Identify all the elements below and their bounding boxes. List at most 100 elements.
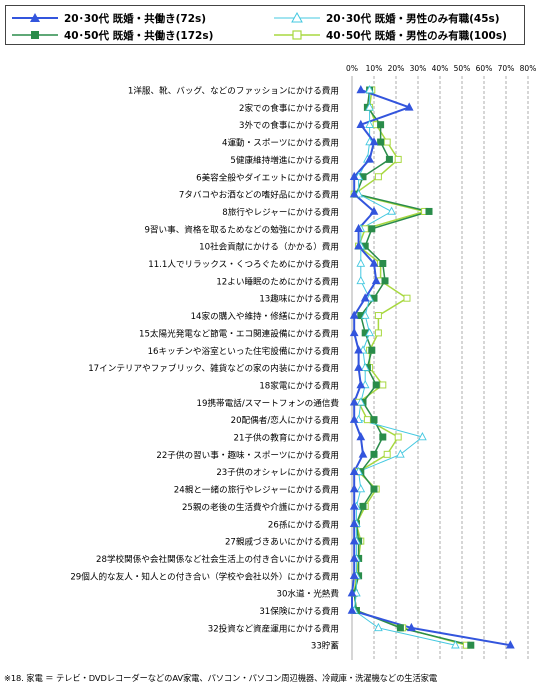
data-point-series-2 [360,362,370,371]
data-point-series-4 [374,173,382,181]
x-tick-label: 70% [498,64,515,73]
legend-label-4: 40･50代 既婚・男性のみ有職(100s) [326,29,507,42]
x-tick-label: 50% [454,64,471,73]
legend-label-3: 40･50代 既婚・共働き(172s) [64,29,214,42]
legend-item-1: 20･30代 既婚・共働き(72s) [12,10,206,26]
data-point-series-1 [349,553,359,562]
data-point-series-1 [349,466,359,475]
data-point-series-1 [404,102,414,111]
category-label: 27親戚づきあいにかける費用 [225,536,339,548]
category-label: 7タバコやお酒などの嗜好品にかける費用 [179,189,339,201]
data-point-series-1 [347,588,357,597]
data-point-series-2 [418,432,427,441]
footnote: ※18. 家電 ＝ テレビ・DVDレコーダーなどのAV家電、パソコン・パソコン周… [4,673,438,683]
data-point-series-1 [356,432,366,441]
data-point-series-3 [359,502,367,510]
data-point-series-1 [407,622,416,632]
data-point-series-3 [368,346,376,354]
data-point-series-1 [506,640,515,649]
data-point-series-2 [365,327,374,337]
data-point-series-1 [349,501,359,510]
category-label: 2家での食事にかける費用 [239,102,339,114]
data-point-series-1 [349,171,359,181]
legend-marker-1 [12,13,58,22]
data-point-series-1 [356,85,366,94]
category-label: 25親の老後の生活費や介護にかける費用 [182,501,339,513]
data-point-series-2 [360,310,370,319]
legend-label-1: 20･30代 既婚・共働き(72s) [64,12,207,25]
category-label: 33貯蓄 [311,640,340,652]
data-point-series-1 [349,518,359,527]
data-point-series-1 [358,449,368,458]
data-point-series-3 [379,260,387,267]
category-label: 3外での食事にかける費用 [239,119,339,131]
category-label: 15太陽光発電など節電・エコ関連設備にかける費用 [139,327,339,339]
data-point-series-1 [356,379,366,389]
data-point-series-3 [381,277,389,285]
category-label: 23子供のオシャレにかける費用 [216,466,339,478]
legend-item-4: 40･50代 既婚・男性のみ有職(100s) [274,27,507,43]
legend: 20･30代 既婚・共働き(72s) 20･30代 既婚・男性のみ有職(45s)… [5,5,525,45]
data-point-series-3 [377,138,385,146]
data-point-series-4 [374,312,382,320]
category-label: 20配偶者/恋人にかける費用 [231,414,339,426]
data-point-series-1 [360,293,370,302]
data-point-series-2 [396,449,405,458]
x-tick-label: 60% [476,64,493,73]
category-label: 14家の購入や維持・修繕にかける費用 [191,310,339,322]
data-point-series-2 [374,622,383,632]
data-point-series-4 [363,416,371,424]
category-label: 8旅行やレジャーにかける費用 [222,206,339,218]
data-point-series-1 [356,119,366,128]
x-tick-label: 30% [410,64,427,73]
data-point-series-4 [394,433,402,441]
data-point-series-1 [349,536,359,545]
legend-marker-4 [274,30,320,40]
x-tick-label: 10% [366,64,383,73]
data-point-series-3 [385,155,393,163]
data-point-series-1 [354,345,363,354]
category-label: 5健康維持増進にかける費用 [230,154,339,166]
x-tick-label: 20% [388,64,405,73]
data-point-series-4 [383,450,391,458]
data-point-series-3 [372,381,380,389]
data-point-series-1 [354,241,363,250]
data-point-series-2 [365,102,374,111]
data-point-series-4 [394,155,402,163]
data-point-series-3 [370,416,378,424]
data-point-series-1 [349,397,359,406]
legend-item-3: 40･50代 既婚・共働き(172s) [12,27,213,43]
data-point-series-2 [365,85,374,94]
data-point-series-1 [369,206,379,215]
category-label: 21子供の教育にかける費用 [234,432,339,444]
category-label: 29個人的な友人・知人との付き合い（学校や会社以外）にかける費用 [70,570,339,582]
data-point-series-2 [356,397,366,406]
data-point-series-1 [349,327,359,337]
category-label: 26孫にかける費用 [268,518,339,530]
data-point-series-1 [347,605,357,614]
data-point-series-3 [379,433,387,441]
data-point-series-3 [377,121,385,129]
data-point-series-3 [370,450,378,458]
data-point-series-3 [467,641,475,649]
data-point-series-1 [349,484,359,493]
category-label: 28学校関係や会社関係など社会生活上の付き合いにかける費用 [96,553,339,565]
data-point-series-3 [370,485,378,493]
data-point-series-1 [354,362,363,371]
legend-marker-2 [274,12,320,23]
data-point-series-1 [349,414,359,423]
data-point-series-3 [396,624,404,632]
data-point-series-2 [356,484,366,493]
category-label: 1洋服、靴、バッグ、などのファッションにかける費用 [128,85,339,97]
category-label: 6美容全般やダイエットにかける費用 [196,171,339,183]
category-label: 9習い事、資格を取るためなどの勉強にかける費用 [144,223,339,235]
data-point-series-1 [369,137,379,146]
data-point-series-4 [383,138,391,146]
category-label: 19携帯電話/スマートフォンの通信費 [197,397,340,409]
category-label: 24親と一緒の旅行やレジャーにかける費用 [174,484,339,496]
x-tick-label: 40% [432,64,449,73]
legend-item-2: 20･30代 既婚・男性のみ有職(45s) [274,10,500,26]
category-label: 13趣味にかける費用 [259,293,339,305]
data-point-series-2 [365,119,374,128]
